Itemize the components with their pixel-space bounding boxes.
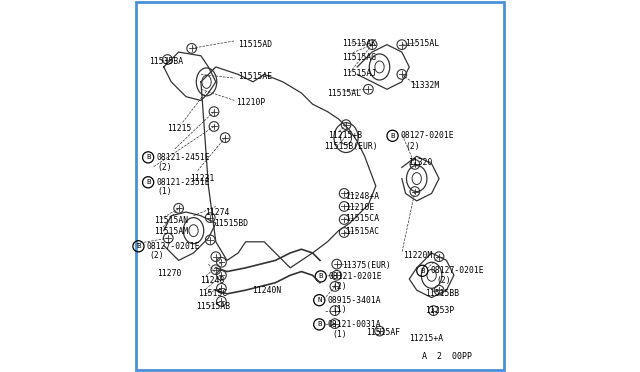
Text: 08127-0201E: 08127-0201E [401,131,454,140]
Text: 11248+A: 11248+A [346,192,380,201]
Text: 08121-2351E: 08121-2351E [156,178,210,187]
Text: 11515AE: 11515AE [238,72,272,81]
Text: 11515AJ: 11515AJ [342,69,376,78]
Text: 11515CA: 11515CA [346,214,380,223]
Text: 08121-0201E: 08121-0201E [329,272,383,281]
Text: 11515AM: 11515AM [154,227,188,236]
Text: 11515B(EUR): 11515B(EUR) [324,142,378,151]
Text: 11515AC: 11515AC [346,227,380,236]
Text: 11515AF: 11515AF [367,328,401,337]
Text: 11515BB: 11515BB [425,289,459,298]
Text: 08127-0201E: 08127-0201E [430,266,484,275]
Text: 11210E: 11210E [346,203,374,212]
Text: (1): (1) [333,305,348,314]
Text: 11215+A: 11215+A [410,334,444,343]
Text: (2): (2) [149,251,163,260]
Text: 11253P: 11253P [425,306,454,315]
Text: 11375(EUR): 11375(EUR) [342,261,390,270]
Text: 11231: 11231 [190,174,214,183]
Text: B: B [319,273,323,279]
Text: 11515AG: 11515AG [342,53,376,62]
Text: 11210P: 11210P [236,98,266,107]
Text: 11270: 11270 [157,269,181,278]
Text: (2): (2) [406,142,420,151]
Text: 08127-0201E: 08127-0201E [147,242,200,251]
Text: (2): (2) [437,276,451,285]
Text: B: B [317,321,321,327]
Text: 08121-0031A: 08121-0031A [328,320,381,329]
Text: 11248: 11248 [200,276,225,285]
Text: (2): (2) [157,163,172,172]
Text: (2): (2) [333,282,348,291]
Text: 11515C: 11515C [198,289,228,298]
Text: 11215: 11215 [167,124,191,133]
Text: 11515BD: 11515BD [214,219,248,228]
Text: B: B [136,243,141,249]
Text: 11274: 11274 [205,208,230,217]
Text: 08121-2451E: 08121-2451E [156,153,210,162]
Text: 11332M: 11332M [410,81,439,90]
Text: N: N [317,297,321,303]
Text: (1): (1) [333,330,348,339]
Text: A  2  00PP: A 2 00PP [422,352,472,361]
Text: 11515AD: 11515AD [238,40,272,49]
Text: 11515AL: 11515AL [406,39,440,48]
Text: B: B [390,133,395,139]
Text: B: B [420,268,424,274]
Text: B: B [146,154,150,160]
Text: 11515AK: 11515AK [342,39,376,48]
Text: 11515BA: 11515BA [149,57,183,66]
Text: 11320: 11320 [408,158,433,167]
Text: 11215+B: 11215+B [328,131,362,140]
Text: 11515AL: 11515AL [326,89,361,98]
Text: 08915-3401A: 08915-3401A [328,296,381,305]
Text: 11515AB: 11515AB [196,302,230,311]
Text: 11240N: 11240N [252,286,282,295]
Text: 11515AN: 11515AN [154,216,188,225]
Text: 11220M: 11220M [403,251,432,260]
Text: B: B [146,179,150,185]
Text: (1): (1) [157,187,172,196]
